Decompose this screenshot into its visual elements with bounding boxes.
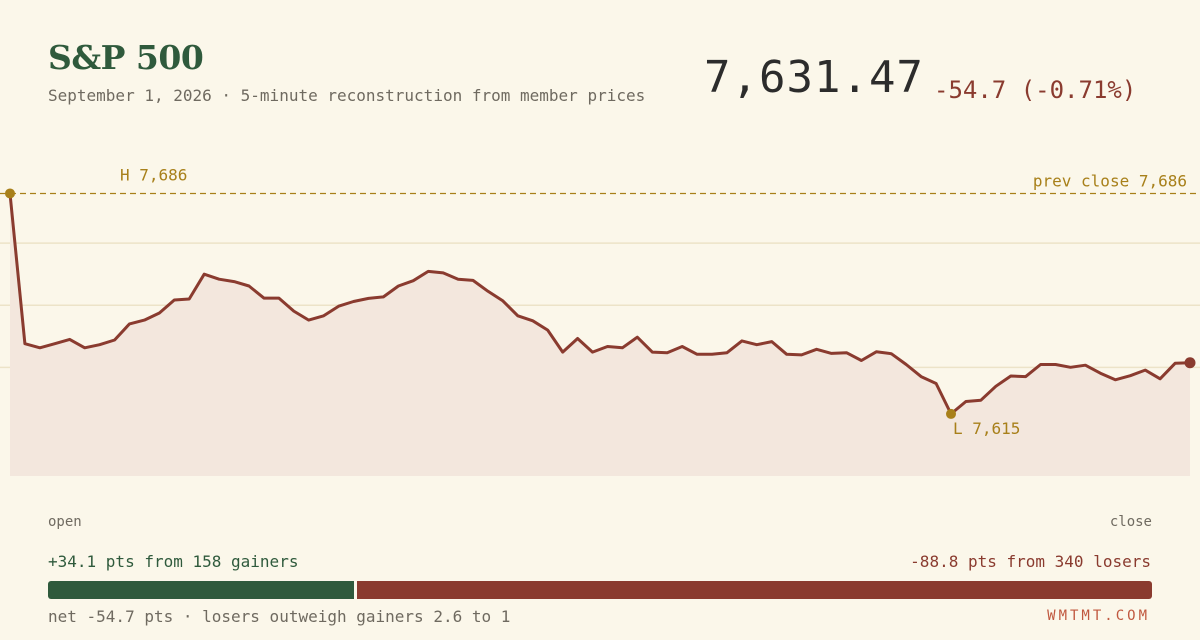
x-tick-open: open — [48, 514, 82, 530]
prev-close-label: prev close 7,686 — [1033, 171, 1187, 190]
intraday-chart: H 7,686 prev close 7,686 L 7,615 — [0, 165, 1200, 476]
price-area — [10, 193, 1190, 476]
high-marker — [5, 188, 15, 199]
high-label: H 7,686 — [120, 165, 187, 184]
low-marker — [946, 408, 957, 419]
x-tick-close: close — [1109, 514, 1152, 530]
price-line — [8, 192, 1192, 416]
price-change: -54.7 (-0.71%) — [934, 76, 1137, 104]
net-summary-text: net -54.7 pts · losers outweigh gainers … — [48, 607, 511, 626]
page-subtitle: September 1, 2026 · 5-minute reconstruct… — [48, 86, 646, 105]
brand-logo: WMTMT.COM — [1047, 608, 1150, 624]
index-price: 7,631.47 — [704, 52, 924, 103]
page-title: S&P 500 — [48, 38, 204, 77]
contribution-bar — [48, 581, 1152, 599]
gainers-bar-segment — [48, 581, 354, 599]
losers-bar-segment — [356, 581, 1152, 599]
low-label: L 7,615 — [953, 419, 1020, 438]
losers-text: -88.8 pts from 340 losers — [910, 552, 1151, 571]
close-marker — [1184, 357, 1196, 369]
gainers-text: +34.1 pts from 158 gainers — [48, 552, 299, 571]
